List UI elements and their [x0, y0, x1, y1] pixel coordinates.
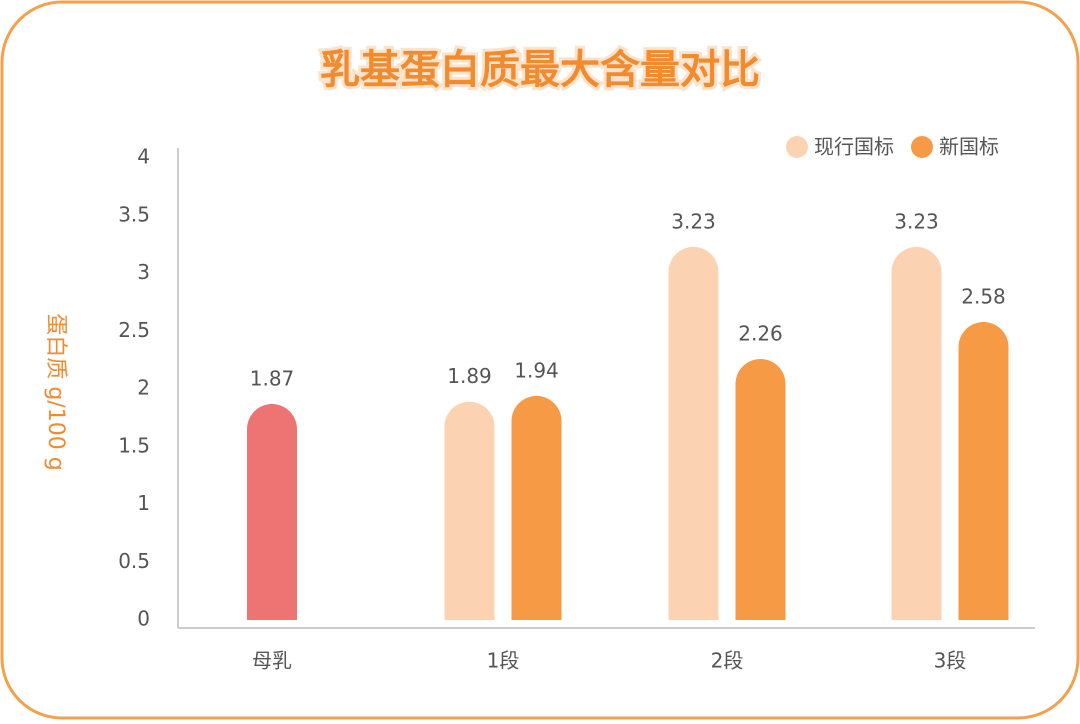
- legend-label: 现行国标: [814, 135, 894, 159]
- data-label: 1.94: [514, 358, 559, 382]
- y-tick-label: 0.5: [118, 549, 150, 573]
- bar: [668, 246, 719, 620]
- data-label: 1.87: [250, 367, 295, 391]
- bar: [444, 401, 495, 620]
- bar: [511, 395, 562, 620]
- x-tick-label: 1段: [487, 649, 520, 673]
- data-label: 3.23: [894, 209, 939, 233]
- chart-title: 乳基蛋白质最大含量对比: [320, 47, 760, 93]
- bar: [958, 322, 1009, 620]
- data-label: 3.23: [671, 209, 716, 233]
- bar: [891, 246, 942, 620]
- y-tick-label: 3: [137, 260, 150, 284]
- bar: [247, 404, 297, 620]
- y-tick-label: 0: [137, 607, 150, 631]
- x-tick-label: 母乳: [252, 649, 292, 673]
- x-tick-label: 2段: [711, 649, 744, 673]
- y-tick-label: 1.5: [118, 433, 150, 457]
- bar: [735, 358, 786, 620]
- legend-label: 新国标: [939, 135, 999, 159]
- y-tick-label: 2.5: [118, 318, 150, 342]
- y-tick-label: 1: [137, 491, 150, 515]
- y-tick-label: 3.5: [118, 202, 150, 226]
- x-tick-label: 3段: [934, 649, 967, 673]
- data-label: 2.26: [738, 321, 783, 345]
- y-tick-label: 2: [137, 376, 150, 400]
- legend-swatch: [911, 136, 933, 158]
- y-axis-label: 蛋白质 g/100 g: [43, 313, 68, 470]
- data-label: 1.89: [447, 364, 492, 388]
- y-tick-label: 4: [137, 145, 150, 169]
- legend-swatch: [786, 136, 808, 158]
- data-label: 2.58: [961, 285, 1006, 309]
